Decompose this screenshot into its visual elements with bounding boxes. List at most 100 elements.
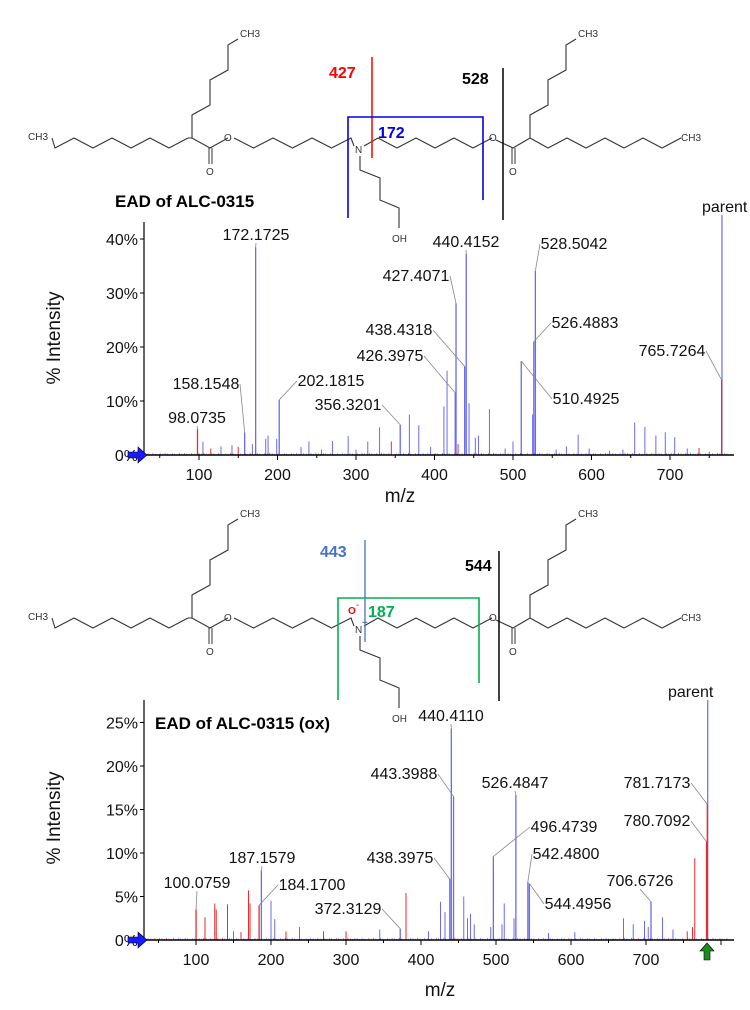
atom-ch3-branch-right: CH3: [578, 509, 598, 520]
oxide-charge: -: [356, 600, 359, 611]
leader-line: [529, 883, 545, 905]
peak-label: 438.3975: [367, 850, 434, 867]
peak-label: 100.0759: [164, 875, 231, 892]
atom-o: O: [206, 167, 214, 178]
peak-label: 98.0735: [168, 410, 226, 427]
chain-right: [495, 617, 682, 629]
atom-ch3-branch-left: CH3: [240, 509, 260, 520]
y-tick-label: 20%: [106, 759, 138, 776]
leader-line: [705, 350, 722, 381]
x-tick-label: 600: [578, 467, 605, 484]
peak-label: 426.3975: [357, 348, 424, 365]
x-tick-label: 500: [500, 467, 527, 484]
fragment-label-443: 443: [320, 544, 347, 561]
structure-title: EAD of ALC-0315: [115, 192, 254, 211]
peak-label: 372.3129: [315, 901, 382, 918]
leader-line: [381, 404, 401, 426]
atom-ch3-right: CH3: [681, 613, 701, 624]
leader-line: [278, 380, 298, 401]
fragment-label-427: 427: [329, 65, 356, 82]
leader-line: [534, 243, 541, 271]
peak-label: 706.6726: [607, 873, 674, 890]
y-tick-label: 15%: [106, 803, 138, 820]
x-tick-label: 400: [421, 467, 448, 484]
leader-line: [533, 322, 552, 342]
y-tick-label: 10%: [106, 846, 138, 863]
peak-label: 158.1548: [173, 376, 240, 393]
peak-label: 440.4110: [418, 708, 484, 725]
x-tick-label: 700: [657, 467, 684, 484]
y-axis-label: % Intensity: [44, 771, 65, 864]
chain-right: [495, 137, 682, 149]
spectrum-1: parent 440.4110 443.3988 526.4847 781.7173 78…: [44, 684, 734, 1001]
x-axis-label: m/z: [385, 486, 416, 507]
peak-label: 781.7173: [624, 775, 691, 792]
n-oxide-oxygen: O: [348, 606, 356, 617]
x-tick-label: 400: [408, 952, 435, 969]
peak-label: 496.4739: [531, 819, 598, 836]
baseline-arrow-icon: [127, 931, 148, 949]
leader-line: [520, 360, 553, 400]
x-tick-label: 500: [483, 952, 510, 969]
peak-label: 544.4956: [545, 896, 612, 913]
leader-line: [527, 853, 533, 882]
parent-label: parent: [702, 199, 748, 216]
leader-line: [381, 908, 401, 929]
branch-right: [529, 518, 577, 618]
chain-mid-left: [233, 617, 355, 629]
leader-line: [639, 888, 652, 902]
peak-label: 440.4152: [433, 234, 500, 251]
x-axis-label: m/z: [425, 980, 456, 1001]
atom-o: O: [489, 613, 497, 624]
leader-line: [432, 329, 465, 367]
atom-o: O: [206, 647, 214, 658]
leader-line: [493, 826, 531, 857]
structure-0: CH3 CH3 O O N O CH3 O CH3 OH: [28, 29, 701, 245]
fragment-label-528: 528: [462, 71, 489, 88]
chain-mid-left: [233, 137, 355, 149]
parent-label: parent: [668, 684, 714, 701]
y-axis-label: % Intensity: [44, 291, 65, 384]
atom-oh: OH: [392, 714, 407, 725]
x-tick-label: 100: [186, 467, 213, 484]
y-tick-label: 20%: [106, 340, 138, 357]
atom-o: O: [489, 133, 497, 144]
atom-ch3-branch-right: CH3: [578, 29, 598, 40]
peak-label: 202.1815: [298, 373, 365, 390]
x-tick-label: 700: [633, 952, 660, 969]
ester-left: [188, 617, 229, 629]
x-tick-label: 100: [183, 952, 210, 969]
x-tick-label: 300: [343, 467, 370, 484]
branch-left: [191, 518, 239, 618]
precursor-arrow-icon: [699, 942, 715, 961]
peak-label: 427.4071: [383, 268, 450, 285]
leader-line: [195, 890, 198, 910]
fragment-bracket-187: [337, 597, 480, 700]
chain-mid-right: [363, 137, 493, 149]
branch-left: [191, 38, 239, 138]
y-tick-label: 10%: [106, 394, 138, 411]
leader-line: [423, 355, 456, 394]
leader-line: [433, 857, 451, 880]
peak-label: 528.5042: [541, 236, 608, 253]
peak-label: 172.1725: [223, 227, 290, 244]
fragment-label-172: 172: [378, 125, 405, 142]
atom-n: N: [355, 145, 362, 156]
leader-line: [690, 782, 708, 805]
atom-o: O: [224, 613, 232, 624]
atom-ch3-branch-left: CH3: [240, 29, 260, 40]
atom-oh: OH: [392, 234, 407, 245]
leader-line: [690, 820, 707, 842]
hydroxybutyl-chain: [359, 636, 400, 708]
spectrum-0: parent 172.1725 440.4152 528.5042 427.4071 43…: [44, 199, 748, 507]
x-tick-label: 300: [333, 952, 360, 969]
leader-line: [449, 275, 457, 304]
leader-line: [514, 790, 517, 795]
atom-n: N: [355, 625, 362, 636]
atom-o: O: [509, 647, 517, 658]
branch-right: [529, 38, 577, 138]
atom-ch3-right: CH3: [681, 133, 701, 144]
peak-label: 526.4847: [482, 775, 549, 792]
y-tick-label: 40%: [106, 232, 138, 249]
